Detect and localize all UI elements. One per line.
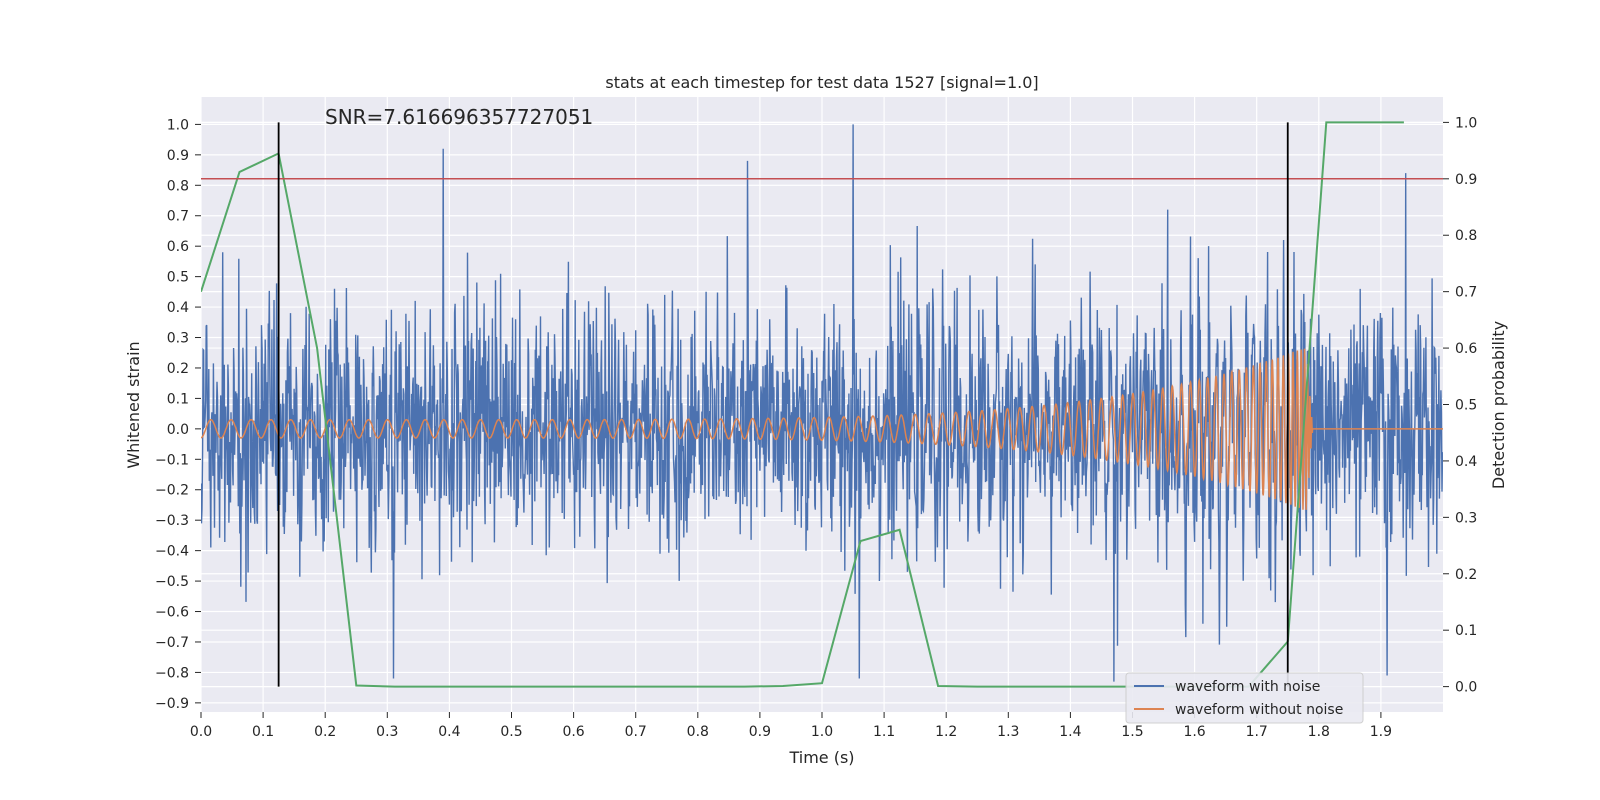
x-tick-label: 0.6 bbox=[562, 724, 584, 740]
x-tick-label: 0.7 bbox=[625, 724, 647, 740]
y2-tick-label: 0.6 bbox=[1455, 341, 1477, 357]
legend-label-clean: waveform without noise bbox=[1175, 702, 1343, 718]
y2-tick-label: 0.4 bbox=[1455, 454, 1477, 470]
x-tick-label: 1.6 bbox=[1183, 724, 1205, 740]
x-axis-ticks: 0.0 0.1 0.2 0.3 0.4 0.5 0.6 0.7 0.8 0.9 1.0 1.1 1.2 1… bbox=[190, 712, 1392, 740]
y-tick-label: 0.8 bbox=[167, 178, 189, 194]
y2-axis-title: Detection probability bbox=[1489, 321, 1508, 489]
legend-box bbox=[1125, 672, 1364, 724]
x-tick-label: 0.8 bbox=[687, 724, 709, 740]
x-tick-label: 1.7 bbox=[1246, 724, 1268, 740]
x-tick-label: 0.5 bbox=[500, 724, 522, 740]
x-tick-label: 0.9 bbox=[749, 724, 771, 740]
y2-tick-label: 0.1 bbox=[1455, 623, 1477, 639]
y-tick-label: 0.7 bbox=[167, 209, 189, 225]
series-waveform-without-noise bbox=[201, 348, 1443, 510]
x-tick-label: 1.2 bbox=[935, 724, 957, 740]
y-tick-label: −0.7 bbox=[155, 635, 189, 651]
x-tick-label: 1.8 bbox=[1308, 724, 1330, 740]
x-axis-title: Time (s) bbox=[788, 748, 854, 767]
y2-tick-label: 0.7 bbox=[1455, 285, 1477, 301]
y-tick-label: 0.5 bbox=[167, 270, 189, 286]
y2-axis-ticks: 1.0 0.9 0.8 0.7 0.6 0.5 0.4 0.3 0.2 0.1 0.0 bbox=[1443, 115, 1477, 696]
marker-lines bbox=[277, 122, 1289, 687]
x-tick-label: 1.4 bbox=[1059, 724, 1081, 740]
x-tick-label: 0.1 bbox=[252, 724, 274, 740]
y-tick-label: −0.3 bbox=[155, 513, 189, 529]
x-tick-label: 0.2 bbox=[314, 724, 336, 740]
x-tick-label: 0.0 bbox=[190, 724, 212, 740]
y2-tick-label: 0.8 bbox=[1455, 228, 1477, 244]
chart-title: stats at each timestep for test data 152… bbox=[605, 73, 1038, 92]
y-tick-label: −0.5 bbox=[155, 574, 189, 590]
x-tick-label: 1.5 bbox=[1121, 724, 1143, 740]
y2-tick-label: 1.0 bbox=[1455, 115, 1477, 131]
y-tick-label: −0.6 bbox=[155, 605, 189, 621]
y-tick-label: 0.1 bbox=[167, 391, 189, 407]
y-tick-label: −0.4 bbox=[155, 544, 189, 560]
y2-tick-label: 0.5 bbox=[1455, 398, 1477, 414]
x-tick-label: 1.3 bbox=[997, 724, 1019, 740]
y-tick-label: 0.4 bbox=[167, 300, 189, 316]
y-tick-label: 1.0 bbox=[167, 117, 189, 133]
y-axis-title: Whitened strain bbox=[124, 341, 143, 468]
x-tick-label: 1.9 bbox=[1370, 724, 1392, 740]
y-tick-label: 0.9 bbox=[167, 148, 189, 164]
y-tick-label: 0.0 bbox=[167, 422, 189, 438]
y-tick-label: 0.2 bbox=[167, 361, 189, 377]
y2-tick-label: 0.0 bbox=[1455, 680, 1477, 696]
x-tick-label: 0.3 bbox=[376, 724, 398, 740]
y2-tick-label: 0.9 bbox=[1455, 172, 1477, 188]
x-tick-label: 0.4 bbox=[438, 724, 460, 740]
y-tick-label: −0.8 bbox=[155, 665, 189, 681]
y-tick-label: −0.2 bbox=[155, 483, 189, 499]
y-tick-label: −0.9 bbox=[155, 696, 189, 712]
x-tick-label: 1.1 bbox=[873, 724, 895, 740]
y-axis-ticks: 1.0 0.9 0.8 0.7 0.6 0.5 0.4 0.3 0.2 0.1 0.0 −0.1 −0.… bbox=[155, 117, 201, 712]
legend: waveform with noise waveform without noi… bbox=[1125, 672, 1364, 724]
x-tick-label: 1.0 bbox=[811, 724, 833, 740]
y2-tick-label: 0.3 bbox=[1455, 510, 1477, 526]
clean-line bbox=[201, 348, 1443, 510]
y2-tick-label: 0.2 bbox=[1455, 567, 1477, 583]
y-tick-label: 0.6 bbox=[167, 239, 189, 255]
legend-label-noise: waveform with noise bbox=[1175, 679, 1320, 695]
y-tick-label: −0.1 bbox=[155, 452, 189, 468]
snr-annotation: SNR=7.616696357727051 bbox=[325, 105, 593, 129]
y-tick-label: 0.3 bbox=[167, 331, 189, 347]
